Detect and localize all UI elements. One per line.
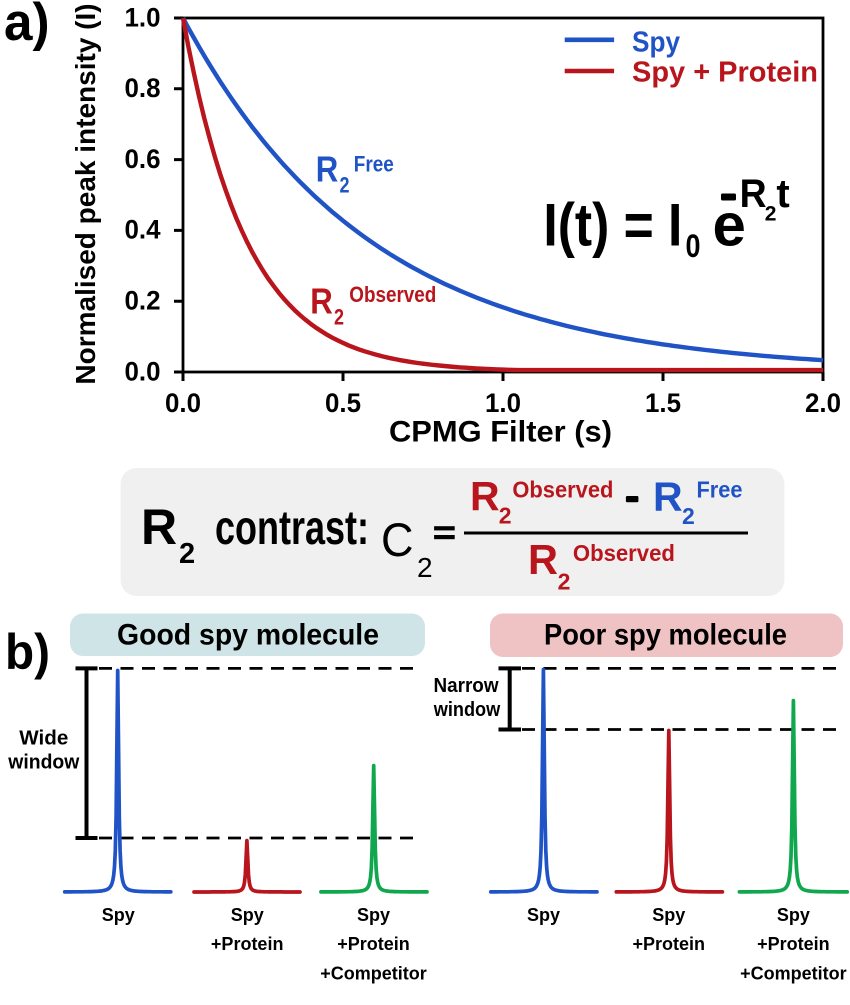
svg-text:CPMG Filter (s): CPMG Filter (s) xyxy=(389,416,612,449)
svg-text:0: 0 xyxy=(686,228,701,264)
svg-text:Spy: Spy xyxy=(357,905,390,925)
svg-text:e: e xyxy=(713,192,746,259)
svg-text:Observed: Observed xyxy=(349,282,436,307)
svg-text:window: window xyxy=(433,699,501,721)
svg-text:Observed: Observed xyxy=(573,540,675,566)
svg-text:Good spy molecule: Good spy molecule xyxy=(117,619,379,652)
svg-text:Spy: Spy xyxy=(102,905,135,925)
svg-text:Poor spy molecule: Poor spy molecule xyxy=(544,619,787,652)
svg-text:0.0: 0.0 xyxy=(165,388,201,418)
svg-text:Spy: Spy xyxy=(652,905,685,925)
svg-text:Spy: Spy xyxy=(777,905,810,925)
svg-text:+Competitor: +Competitor xyxy=(320,964,427,984)
svg-text:+Protein: +Protein xyxy=(633,934,706,954)
svg-text:0.8: 0.8 xyxy=(125,73,161,103)
svg-text:1.0: 1.0 xyxy=(125,2,161,32)
svg-text:Free: Free xyxy=(697,476,743,502)
svg-text:Wide: Wide xyxy=(19,728,68,750)
svg-text:b): b) xyxy=(5,624,50,680)
svg-text:C: C xyxy=(381,513,414,566)
svg-text:Observed: Observed xyxy=(512,476,613,502)
svg-text:2: 2 xyxy=(179,538,195,570)
svg-text:1.0: 1.0 xyxy=(485,388,521,418)
svg-text:a): a) xyxy=(4,0,50,52)
svg-text:0.0: 0.0 xyxy=(125,356,161,386)
svg-text:+Protein: +Protein xyxy=(211,934,284,954)
svg-text:2: 2 xyxy=(340,173,350,198)
svg-text:R: R xyxy=(310,280,333,321)
svg-text:R: R xyxy=(740,172,767,216)
svg-text:2: 2 xyxy=(558,569,571,595)
svg-text:0.6: 0.6 xyxy=(125,144,161,174)
svg-text:Free: Free xyxy=(354,151,394,176)
svg-text:Spy: Spy xyxy=(231,905,264,925)
svg-text:contrast:: contrast: xyxy=(215,502,369,555)
svg-text:Normalised peak intensity (I): Normalised peak intensity (I) xyxy=(70,3,101,384)
svg-text:2: 2 xyxy=(417,552,433,583)
svg-text:t: t xyxy=(776,172,789,216)
svg-text:0.5: 0.5 xyxy=(325,388,361,418)
svg-text:Spy: Spy xyxy=(632,26,680,58)
svg-text:1.5: 1.5 xyxy=(645,388,681,418)
svg-text:R: R xyxy=(470,473,500,519)
svg-text:+Protein: +Protein xyxy=(757,934,830,954)
svg-text:window: window xyxy=(7,752,79,774)
svg-text:2.0: 2.0 xyxy=(805,388,841,418)
svg-text:+Competitor: +Competitor xyxy=(740,964,847,984)
svg-text:0.2: 0.2 xyxy=(125,286,161,316)
svg-text:2: 2 xyxy=(765,203,777,226)
svg-text:R: R xyxy=(528,536,558,583)
svg-text:0.4: 0.4 xyxy=(125,215,161,245)
svg-text:I(t) = I: I(t) = I xyxy=(543,192,682,259)
svg-text:Narrow: Narrow xyxy=(434,675,499,697)
svg-text:2: 2 xyxy=(682,503,695,529)
svg-text:Spy + Protein: Spy + Protein xyxy=(632,56,818,88)
svg-text:Spy: Spy xyxy=(527,905,560,925)
svg-text:+Protein: +Protein xyxy=(337,934,410,954)
svg-text:2: 2 xyxy=(499,503,512,529)
svg-text:2: 2 xyxy=(334,304,344,329)
svg-text:R: R xyxy=(141,499,177,555)
svg-text:R: R xyxy=(653,474,683,520)
svg-text:R: R xyxy=(316,148,339,189)
